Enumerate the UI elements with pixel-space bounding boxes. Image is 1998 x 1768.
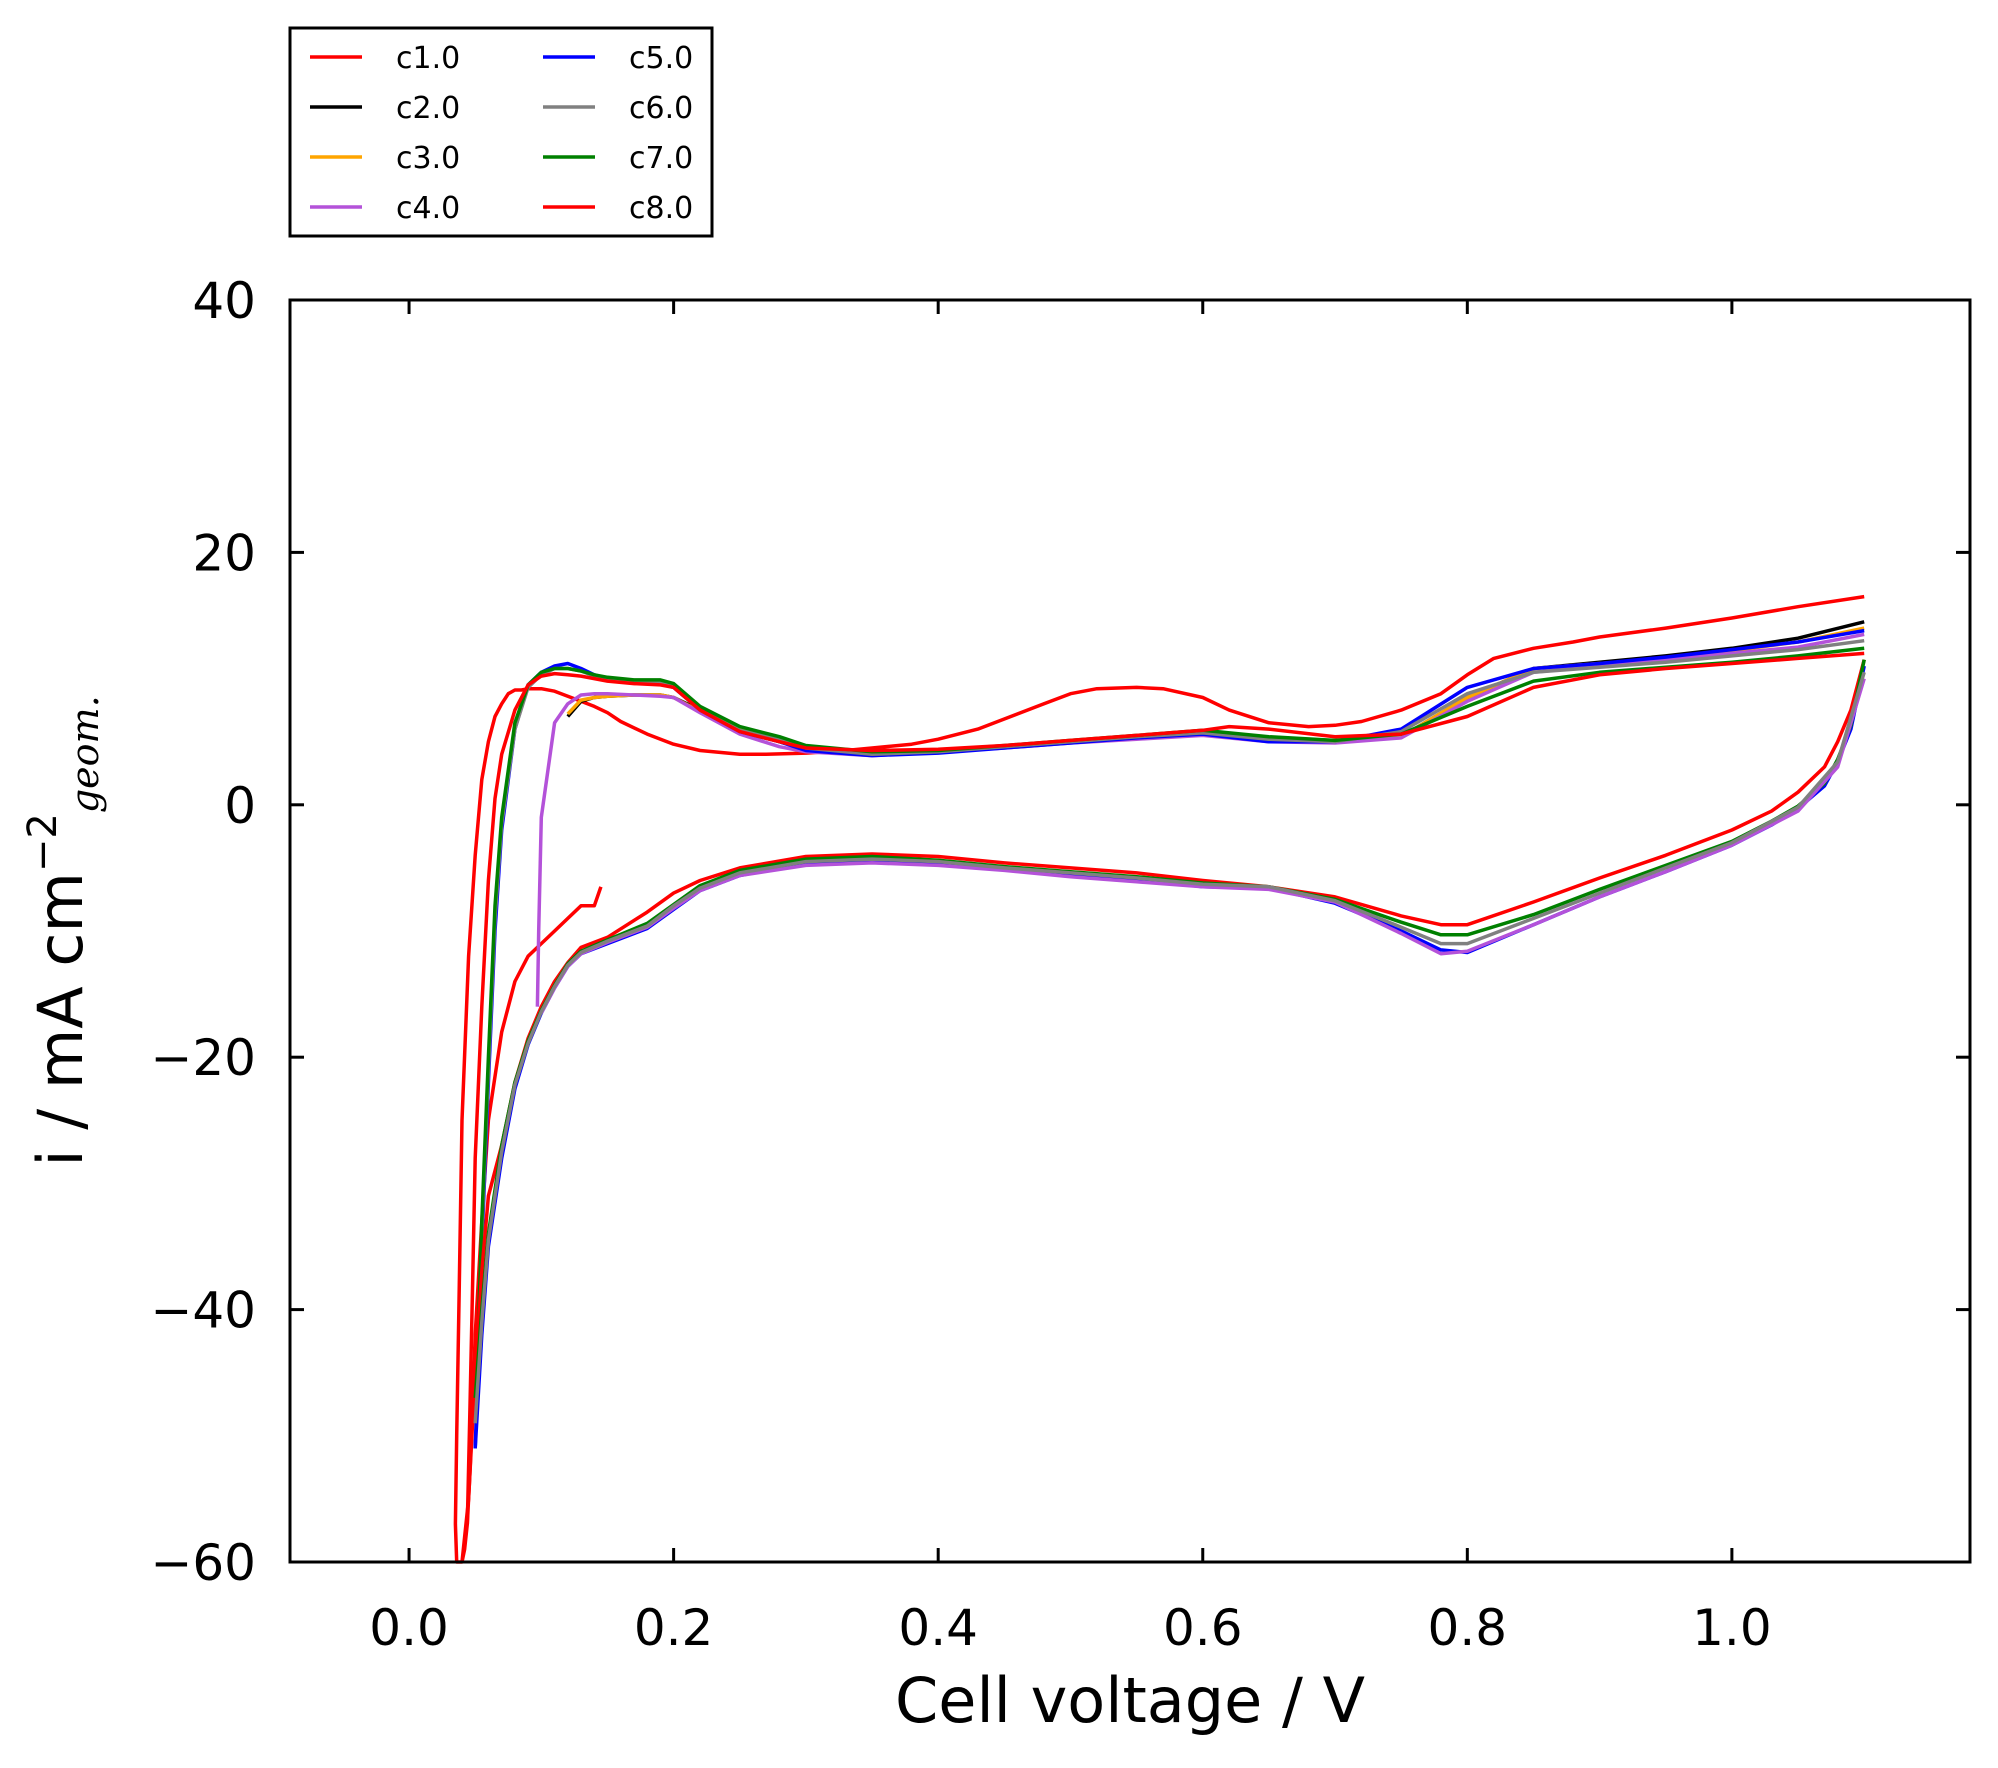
axis-ticks — [290, 298, 1970, 1564]
legend-label-c5.0: c5.0 — [629, 41, 693, 76]
legend-label-c7.0: c7.0 — [629, 141, 693, 176]
y-tick-label: 20 — [192, 524, 256, 582]
series-line-c6.0-12 — [473, 671, 1866, 1424]
series-line-c1.0-0 — [453, 594, 1865, 1564]
x-tick-label: 0.4 — [898, 1599, 978, 1657]
y-axis-title-superscript: −2 — [20, 813, 66, 872]
series-line-c5.0-4 — [473, 628, 1865, 1449]
y-tick-label: 0 — [224, 777, 256, 835]
legend-label-c1.0: c1.0 — [396, 41, 460, 76]
x-tick-labels: 0.0 0.2 0.4 0.6 0.8 1.0 — [369, 1599, 1771, 1657]
y-axis-title-main: i / mA cm — [24, 872, 97, 1167]
series-line-c7.0-6 — [473, 646, 1865, 1411]
x-axis-title: Cell voltage / V — [895, 1664, 1365, 1737]
series-line-c7.0-10 — [473, 659, 1866, 1399]
series-line-c4.0-3 — [535, 632, 1865, 1007]
legend-label-c6.0: c6.0 — [629, 91, 693, 126]
legend: c1.0 c2.0 c3.0 c4.0 c5.0 c6.0 c7.0 c8.0 — [288, 26, 714, 238]
x-tick-label: 0.2 — [634, 1599, 714, 1657]
series-line-c6.0-5 — [473, 638, 1865, 1424]
y-axis-title: i / mA cm−2geom. — [20, 695, 107, 1166]
legend-label-c2.0: c2.0 — [396, 91, 460, 126]
legend-label-c3.0: c3.0 — [396, 141, 460, 176]
x-tick-label: 1.0 — [1692, 1599, 1772, 1657]
legend-label-c8.0: c8.0 — [629, 191, 693, 226]
series-line-c8.0-7 — [465, 651, 1865, 1525]
plot-frame — [288, 298, 1972, 1564]
plot-lines — [453, 594, 1866, 1564]
y-tick-label: −20 — [150, 1029, 256, 1087]
y-tick-labels: −60 −40 −20 0 20 40 — [150, 272, 256, 1592]
x-tick-label: 0.0 — [369, 1599, 449, 1657]
x-tick-label: 0.8 — [1428, 1599, 1508, 1657]
legend-frame — [288, 26, 714, 238]
y-tick-label: −60 — [150, 1534, 256, 1592]
series-line-c5.0-9 — [473, 665, 1866, 1449]
y-tick-label: −40 — [150, 1282, 256, 1340]
legend-label-c4.0: c4.0 — [396, 191, 460, 226]
y-tick-label: 40 — [192, 272, 256, 330]
x-tick-label: 0.6 — [1163, 1599, 1243, 1657]
y-axis-title-subscript: geom. — [63, 695, 107, 813]
series-line-c1.0-8 — [460, 659, 1866, 1563]
